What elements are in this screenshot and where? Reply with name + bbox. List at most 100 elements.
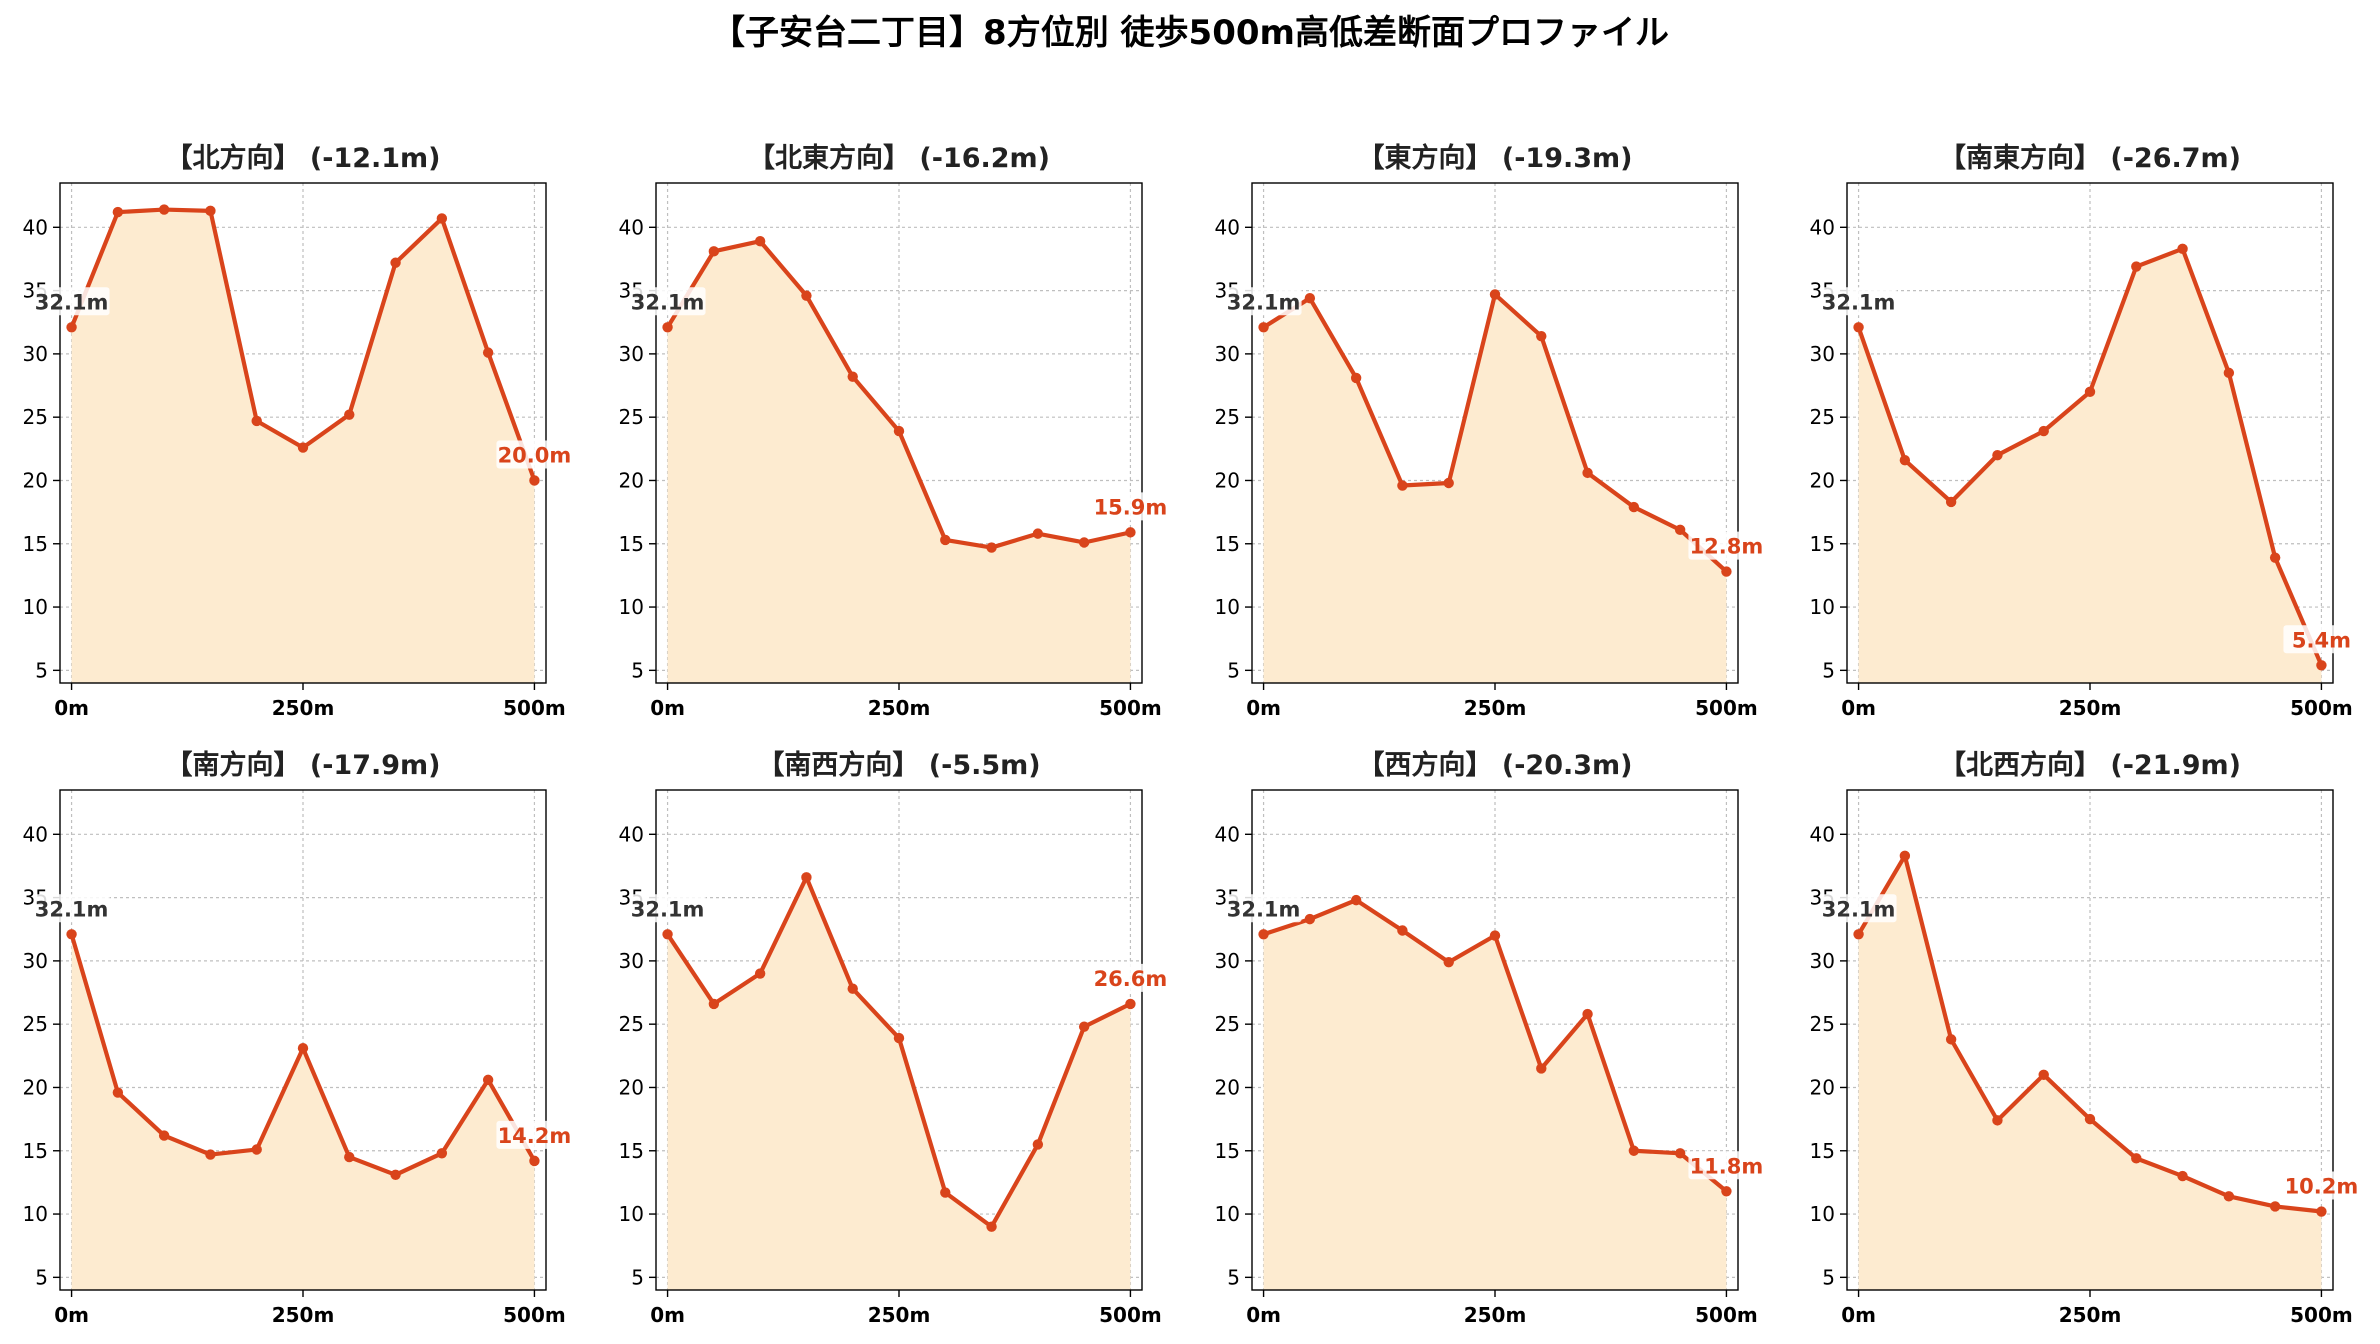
- y-tick-label: 20: [23, 1075, 48, 1099]
- x-tick-label: 500m: [1099, 696, 1162, 720]
- y-tick-label: 10: [23, 1202, 48, 1226]
- data-point: [986, 1221, 997, 1232]
- y-tick-label: 5: [35, 658, 48, 682]
- y-tick-label: 30: [23, 949, 48, 973]
- data-point: [2316, 1206, 2327, 1217]
- data-point: [2223, 1191, 2235, 1202]
- data-point: [1258, 322, 1269, 333]
- data-point: [754, 968, 766, 979]
- y-tick-label: 25: [619, 1012, 644, 1036]
- data-point: [1304, 913, 1316, 925]
- panel-title: 【北東方向】 (-16.2m): [748, 142, 1050, 174]
- data-point: [986, 542, 997, 553]
- data-point: [1721, 1186, 1732, 1197]
- x-tick-label: 0m: [54, 696, 89, 720]
- data-point: [1853, 322, 1864, 333]
- data-point: [1628, 1145, 1640, 1156]
- data-point: [1304, 292, 1316, 304]
- data-point: [1032, 1139, 1044, 1150]
- data-point: [482, 347, 494, 358]
- end-label-box: [2283, 1171, 2360, 1200]
- panel-title: 【西方向】 (-20.3m): [1357, 749, 1632, 781]
- data-point: [1350, 894, 1362, 906]
- y-tick-label: 15: [23, 532, 48, 556]
- profile-panel: 【北西方向】 (-21.9m)5101520253035400m250m500m…: [1810, 749, 2360, 1327]
- data-point: [708, 246, 720, 257]
- elevation-area: [1858, 248, 2322, 683]
- x-tick-label: 0m: [1246, 1303, 1281, 1327]
- end-elevation-label: 12.8m: [1690, 535, 1764, 559]
- x-tick-label: 250m: [868, 1303, 931, 1327]
- data-point: [1899, 850, 1911, 862]
- y-tick-label: 15: [23, 1139, 48, 1163]
- y-tick-label: 15: [1810, 1139, 1835, 1163]
- data-point: [1628, 501, 1640, 513]
- data-point: [529, 475, 540, 486]
- y-tick-label: 25: [23, 1012, 48, 1036]
- data-point: [1350, 372, 1362, 384]
- start-elevation-label: 32.1m: [1822, 290, 1896, 314]
- data-point: [1489, 289, 1501, 300]
- data-point: [2223, 367, 2235, 379]
- start-elevation-label: 32.1m: [631, 290, 705, 314]
- data-point: [297, 1043, 309, 1054]
- data-point: [893, 425, 905, 437]
- y-tick-label: 5: [631, 658, 644, 682]
- x-tick-label: 0m: [1246, 696, 1281, 720]
- data-point: [940, 1187, 951, 1198]
- data-point: [1582, 1008, 1593, 1020]
- data-point: [66, 322, 77, 333]
- data-point: [2177, 1170, 2188, 1182]
- data-point: [1899, 455, 1911, 466]
- y-tick-label: 25: [1810, 405, 1835, 429]
- data-point: [2177, 243, 2188, 255]
- data-point: [1582, 467, 1593, 479]
- y-tick-label: 25: [1215, 1012, 1240, 1036]
- profile-panel: 【北東方向】 (-16.2m)5101520253035400m250m500m…: [619, 142, 1169, 720]
- data-point: [1945, 496, 1957, 508]
- end-elevation-label: 26.6m: [1094, 967, 1168, 991]
- data-point: [754, 236, 766, 247]
- end-elevation-label: 5.4m: [2292, 628, 2351, 652]
- data-point: [344, 1151, 355, 1163]
- x-tick-label: 250m: [868, 696, 931, 720]
- start-label-box: [629, 894, 706, 923]
- y-tick-label: 30: [1215, 342, 1240, 366]
- end-label-box: [496, 1120, 573, 1149]
- panel-title: 【東方向】 (-19.3m): [1357, 142, 1632, 174]
- data-point: [2038, 1069, 2049, 1081]
- data-point: [251, 415, 262, 427]
- figure-title: 【子安台二丁目】8方位別 徒歩500m高低差断面プロファイル: [711, 13, 1669, 53]
- end-label-box: [2283, 625, 2360, 654]
- y-tick-label: 5: [1822, 1265, 1835, 1289]
- profile-panel: 【北方向】 (-12.1m)5101520253035400m250m500m3…: [23, 142, 573, 720]
- y-tick-label: 20: [1810, 1075, 1835, 1099]
- panel-title: 【南東方向】 (-26.7m): [1939, 142, 2241, 174]
- x-tick-label: 0m: [1841, 1303, 1876, 1327]
- start-elevation-label: 32.1m: [1227, 290, 1301, 314]
- end-elevation-label: 14.2m: [498, 1124, 572, 1148]
- data-point: [1443, 477, 1454, 489]
- x-tick-label: 0m: [650, 696, 685, 720]
- start-label-box: [1820, 287, 1897, 316]
- data-point: [1489, 930, 1501, 941]
- data-point: [1674, 1148, 1686, 1159]
- x-tick-label: 250m: [272, 696, 335, 720]
- y-tick-label: 5: [1227, 658, 1240, 682]
- x-tick-label: 250m: [1464, 1303, 1527, 1327]
- elevation-area: [71, 934, 535, 1290]
- start-elevation-label: 32.1m: [35, 290, 109, 314]
- panel-title: 【北西方向】 (-21.9m): [1939, 749, 2241, 781]
- data-point: [1674, 524, 1686, 536]
- y-tick-label: 5: [35, 1265, 48, 1289]
- data-point: [1078, 1021, 1090, 1032]
- data-point: [1443, 956, 1454, 968]
- data-point: [205, 205, 216, 217]
- y-tick-label: 15: [1215, 1139, 1240, 1163]
- x-tick-label: 500m: [1099, 1303, 1162, 1327]
- data-point: [2131, 261, 2142, 272]
- end-label-box: [1688, 1151, 1765, 1180]
- y-tick-label: 20: [619, 1075, 644, 1099]
- y-tick-label: 40: [1810, 822, 1835, 846]
- x-tick-label: 500m: [2290, 1303, 2353, 1327]
